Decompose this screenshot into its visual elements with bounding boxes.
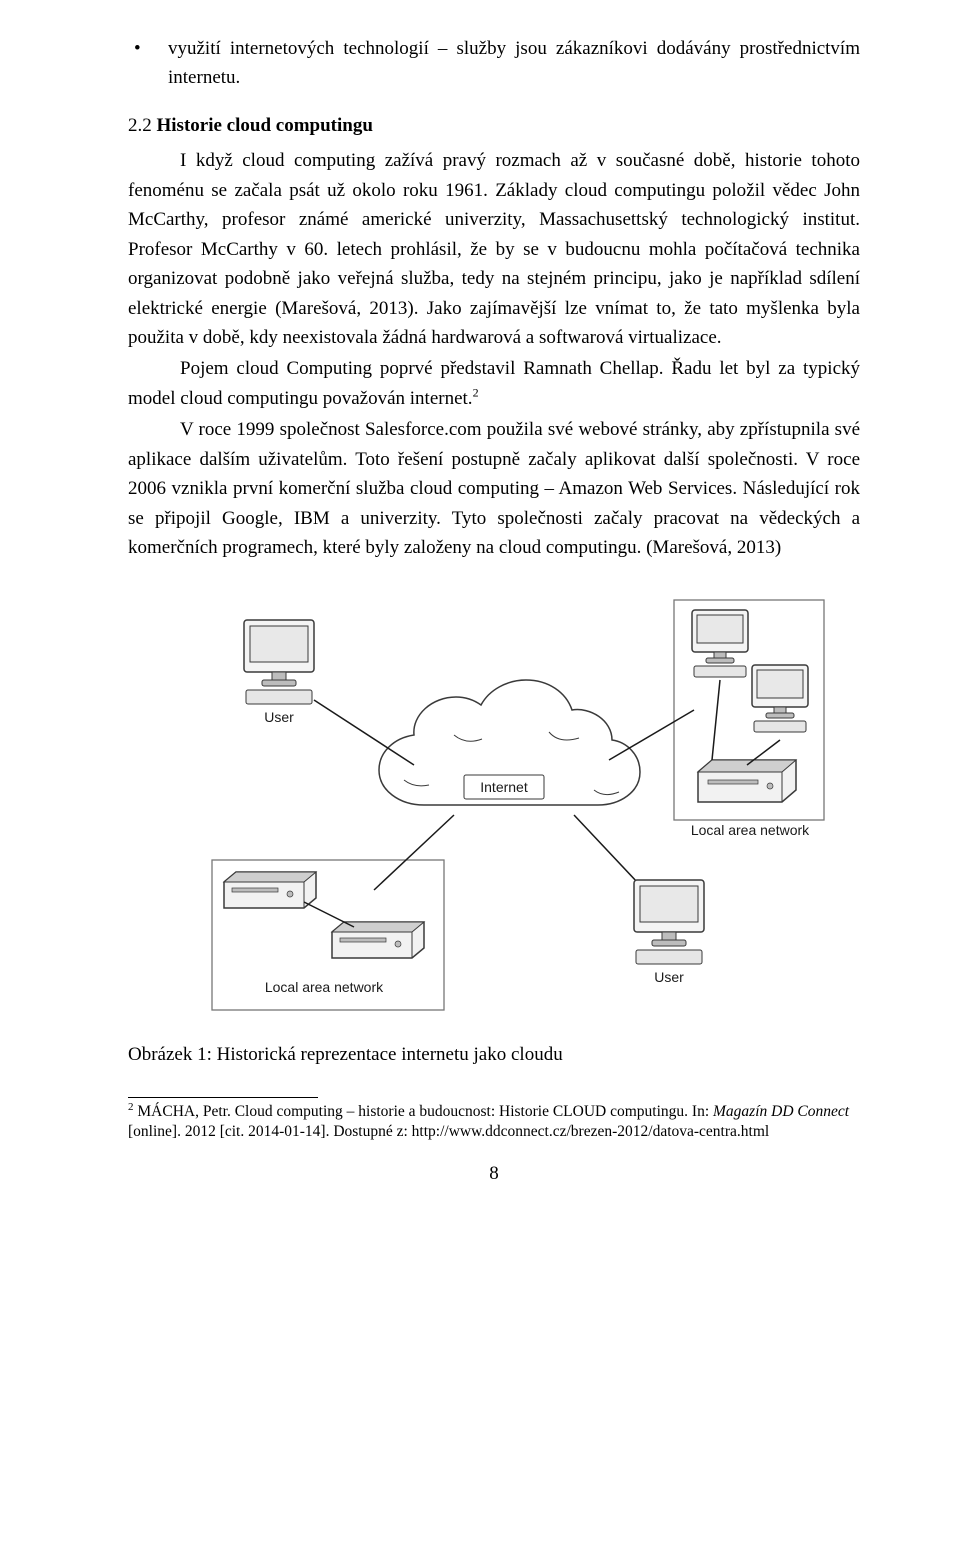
page-number: 8 <box>128 1159 860 1188</box>
label-lan-bl: Local area network <box>265 979 384 995</box>
node-lan-bottomleft: Local area network <box>224 872 424 995</box>
internet-label: Internet <box>480 779 528 795</box>
heading-number: 2.2 <box>128 115 152 136</box>
heading-title: Historie cloud computingu <box>157 115 373 136</box>
node-user-bottomright: User <box>634 880 704 985</box>
footnote-ref-2: 2 <box>473 385 479 399</box>
paragraph-2: Pojem cloud Computing poprvé představil … <box>128 354 860 413</box>
footnote-2: 2 MÁCHA, Petr. Cloud computing – histori… <box>128 1102 860 1142</box>
bullet-list-item: • využití internetových technologií – sl… <box>128 34 860 93</box>
network-diagram-svg: Internet User <box>154 590 834 1020</box>
label-user-tl: User <box>264 709 294 725</box>
figure-caption: Obrázek 1: Historická reprezentace inter… <box>128 1040 860 1069</box>
bullet-marker: • <box>128 34 168 63</box>
figure-1-diagram: Internet User <box>154 590 834 1029</box>
paragraph-1: I když cloud computing zažívá pravý rozm… <box>128 146 860 352</box>
wire-topleft <box>314 700 414 765</box>
wire-bottomleft <box>374 815 454 890</box>
paragraph-3: V roce 1999 společnost Salesforce.com po… <box>128 415 860 562</box>
footnote-rule <box>128 1097 318 1098</box>
node-user-topleft: User <box>244 620 314 725</box>
footnote-text-italic: Magazín DD Connect <box>713 1103 849 1120</box>
footnote-text-pre: MÁCHA, Petr. Cloud computing – historie … <box>134 1103 714 1120</box>
wire-topright <box>609 710 694 760</box>
label-user-br: User <box>654 969 684 985</box>
section-heading: 2.2 Historie cloud computingu <box>128 111 860 140</box>
bullet-text: využití internetových technologií – služ… <box>168 34 860 93</box>
footnote-text-post: [online]. 2012 [cit. 2014-01-14]. Dostup… <box>128 1123 769 1140</box>
label-lan-tr: Local area network <box>691 822 810 838</box>
paragraph-2-text: Pojem cloud Computing poprvé představil … <box>128 358 860 408</box>
node-lan-topright: Local area network <box>691 610 810 838</box>
